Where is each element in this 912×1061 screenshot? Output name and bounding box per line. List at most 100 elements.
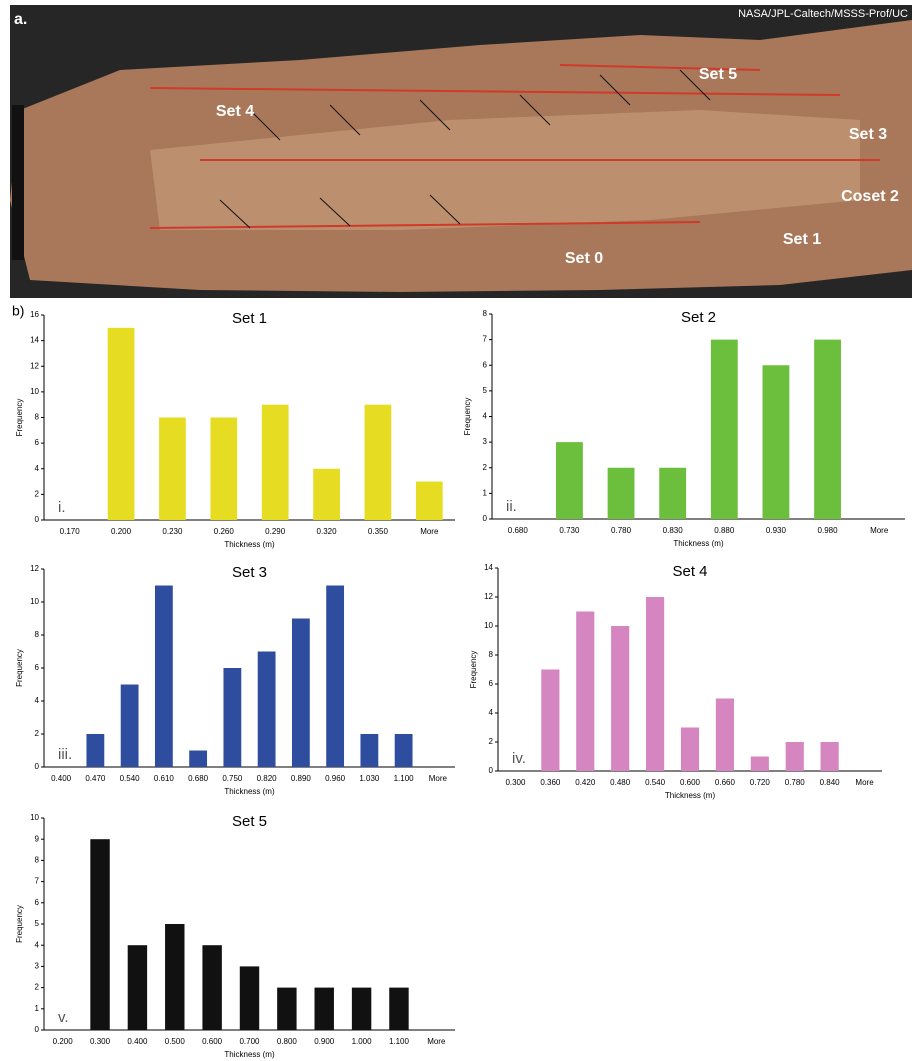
y-tick-label: 12 <box>30 361 39 370</box>
y-tick-label: 10 <box>30 597 39 606</box>
photo-panel: a. NASA/JPL-Caltech/MSSS-Prof/UC Set 5 S… <box>10 5 912 298</box>
bar <box>223 668 241 767</box>
x-tick-label: 0.470 <box>85 774 106 783</box>
y-tick-label: 8 <box>489 650 494 659</box>
bar <box>258 652 276 768</box>
x-tick-label: 0.820 <box>257 774 278 783</box>
x-tick-label: 0.290 <box>265 527 286 536</box>
bar <box>277 988 296 1030</box>
y-axis-label: Frequency <box>469 651 478 689</box>
y-tick-label: 8 <box>483 309 488 318</box>
y-tick-label: 4 <box>35 940 40 949</box>
y-tick-label: 5 <box>483 386 488 395</box>
y-tick-label: 4 <box>35 696 40 705</box>
y-tick-label: 3 <box>483 437 488 446</box>
bar <box>751 757 769 772</box>
photo-label: Set 4 <box>216 103 254 120</box>
y-axis-label: Frequency <box>463 398 472 436</box>
chart-title: Set 3 <box>232 564 267 581</box>
x-tick-label: 0.720 <box>750 778 771 787</box>
x-axis-label: Thickness (m) <box>224 1050 275 1059</box>
bar <box>576 612 594 772</box>
bar <box>352 988 371 1030</box>
y-tick-label: 9 <box>35 834 40 843</box>
x-tick-label: 0.750 <box>222 774 243 783</box>
bar <box>240 966 259 1030</box>
bar <box>210 418 237 521</box>
x-axis-label: Thickness (m) <box>224 787 275 796</box>
bar <box>128 945 147 1030</box>
y-tick-label: 6 <box>483 360 488 369</box>
bar <box>165 924 184 1030</box>
y-tick-label: 6 <box>35 663 40 672</box>
bar <box>159 418 186 521</box>
bar <box>313 469 340 520</box>
y-tick-label: 2 <box>489 737 494 746</box>
x-tick-label: 0.610 <box>154 774 175 783</box>
bar <box>416 482 443 520</box>
x-tick-label: 0.170 <box>60 527 81 536</box>
x-tick-label: 0.680 <box>188 774 209 783</box>
y-tick-label: 6 <box>489 679 494 688</box>
x-tick-label: 1.100 <box>389 1037 410 1046</box>
bar <box>292 619 310 768</box>
bar <box>556 442 583 519</box>
x-tick-label: 0.780 <box>611 526 632 535</box>
photo-label: Set 0 <box>565 250 603 267</box>
x-tick-label: 0.350 <box>368 527 389 536</box>
x-tick-label: 0.660 <box>715 778 736 787</box>
y-tick-label: 12 <box>30 564 39 573</box>
photo-label: Set 3 <box>849 126 887 143</box>
y-tick-label: 8 <box>35 630 40 639</box>
bar <box>202 945 221 1030</box>
bar <box>541 670 559 772</box>
bar <box>86 734 104 767</box>
bar <box>763 365 790 519</box>
bar <box>262 405 289 520</box>
y-tick-label: 2 <box>35 729 40 738</box>
bar <box>360 734 378 767</box>
chart-title: Set 5 <box>232 813 267 830</box>
bar <box>121 685 139 768</box>
x-tick-label: 1.000 <box>352 1037 373 1046</box>
x-tick-label: 0.260 <box>214 527 235 536</box>
x-tick-label: 0.540 <box>120 774 141 783</box>
y-tick-label: 10 <box>30 387 39 396</box>
x-tick-label: 0.980 <box>818 526 839 535</box>
y-tick-label: 6 <box>35 438 40 447</box>
panel-numeral: ii. <box>506 498 517 515</box>
x-tick-label: 0.420 <box>575 778 596 787</box>
y-tick-label: 10 <box>30 813 39 822</box>
chart-title: Set 4 <box>672 563 707 580</box>
y-tick-label: 2 <box>483 463 488 472</box>
bar <box>659 468 686 519</box>
bar <box>389 988 408 1030</box>
x-tick-label: 0.200 <box>111 527 132 536</box>
y-tick-label: 2 <box>35 489 40 498</box>
x-tick-label: 0.930 <box>766 526 787 535</box>
x-tick-label: More <box>420 527 439 536</box>
x-tick-label: 0.840 <box>820 778 841 787</box>
y-tick-label: 2 <box>35 983 40 992</box>
y-tick-label: 1 <box>483 488 488 497</box>
photo-label: Coset 2 <box>841 188 899 205</box>
panel-label: b) <box>12 303 24 319</box>
bar <box>395 734 413 767</box>
x-tick-label: 0.360 <box>540 778 561 787</box>
panel-numeral: i. <box>58 499 66 516</box>
x-tick-label: 0.300 <box>505 778 526 787</box>
x-tick-label: 0.890 <box>291 774 312 783</box>
chart-title: Set 2 <box>681 309 716 326</box>
bar <box>155 586 173 768</box>
bar <box>646 597 664 771</box>
x-tick-label: 0.540 <box>645 778 666 787</box>
y-tick-label: 0 <box>35 1025 40 1034</box>
y-axis-label: Frequency <box>15 399 24 437</box>
x-tick-label: 0.600 <box>680 778 701 787</box>
bar <box>786 742 804 771</box>
y-tick-label: 0 <box>489 766 494 775</box>
y-tick-label: 7 <box>483 335 488 344</box>
x-tick-label: More <box>427 1037 446 1046</box>
bar <box>716 699 734 772</box>
x-tick-label: More <box>855 778 874 787</box>
